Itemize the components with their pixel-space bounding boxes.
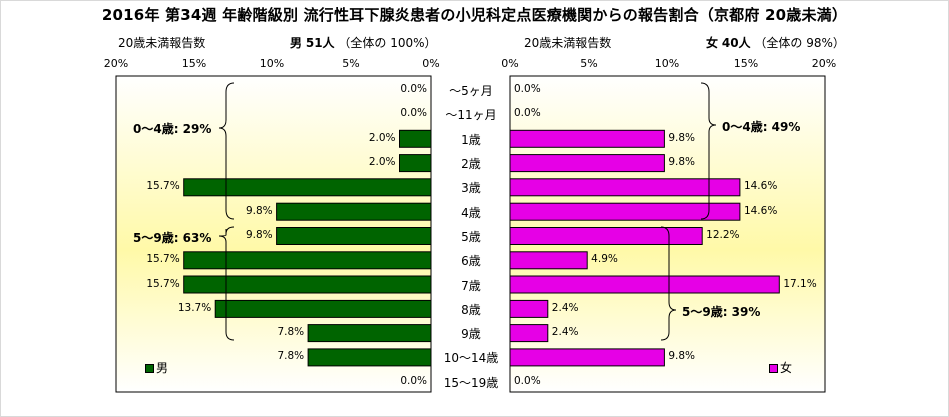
right-header-share: （全体の 98%） (754, 36, 845, 50)
male-data-label: 15.7% (146, 277, 180, 290)
male-bar (183, 251, 432, 270)
category-label: 4歳 (461, 205, 481, 220)
right-tick: 10% (654, 57, 680, 70)
category-label: 15～19歳 (443, 375, 499, 390)
category-label: 9歳 (461, 327, 481, 342)
legend-female: 女 (769, 359, 792, 376)
chart-title: 2016年 第34週 年齢階級別 流行性耳下腺炎患者の小児科定点医療機関からの報… (101, 6, 848, 24)
male-data-label: 9.8% (245, 204, 273, 217)
female-data-label: 9.8% (668, 350, 696, 363)
female-data-label: 0.0% (514, 83, 541, 96)
male-bar (214, 299, 432, 318)
male-data-label: 0.0% (400, 374, 427, 387)
female-data-label: 0.0% (514, 107, 541, 120)
female-data-label: 2.4% (551, 301, 579, 314)
male-bar (307, 348, 432, 367)
category-label: 8歳 (461, 302, 481, 317)
female-group-0-4-label: 0～4歳: 49% (722, 120, 801, 134)
right-tick: 20% (811, 57, 837, 70)
right-header-sex: 女 (706, 36, 719, 50)
male-group-5-9-label: 5～9歳: 63% (133, 231, 212, 245)
male-group-0-4-label: 0～4歳: 29% (133, 122, 212, 136)
category-label: 2歳 (461, 157, 481, 172)
female-bar (509, 324, 549, 343)
male-data-label: 0.0% (400, 107, 427, 120)
female-bar (509, 202, 741, 221)
category-label: 3歳 (461, 181, 481, 196)
male-data-label: 15.7% (146, 253, 180, 266)
category-label: 1歳 (461, 132, 481, 147)
female-data-label: 14.6% (743, 204, 778, 217)
female-bar (509, 227, 703, 245)
right-header-caption: 20歳未満報告数 (524, 36, 612, 50)
legend-male-swatch (145, 364, 154, 373)
female-data-label: 17.1% (783, 277, 817, 290)
category-label: 6歳 (461, 254, 481, 269)
male-bar (183, 178, 432, 197)
female-data-label: 14.6% (743, 180, 778, 193)
category-label: ～5ヶ月 (449, 84, 493, 99)
male-data-label: 7.8% (277, 350, 305, 363)
male-bar (399, 129, 432, 148)
male-data-label: 2.0% (368, 156, 396, 169)
male-bar (307, 324, 432, 343)
category-label: 7歳 (461, 278, 481, 293)
category-label: 5歳 (461, 229, 481, 244)
left-header-share: （全体の 100%） (338, 36, 437, 50)
left-tick: 15% (181, 57, 207, 70)
female-bar (509, 275, 780, 294)
male-data-label: 15.7% (146, 180, 180, 193)
female-bar (509, 129, 665, 148)
left-tick: 0% (422, 57, 440, 70)
legend-female-label: 女 (780, 361, 793, 375)
female-data-label: 9.8% (668, 131, 696, 144)
male-bar (183, 275, 432, 294)
female-0-4-brace (700, 82, 717, 220)
left-tick: 10% (259, 57, 285, 70)
right-header-summary: 女 40人 （全体の 98%） (706, 34, 845, 51)
female-5-9-brace (660, 226, 677, 341)
female-bar (509, 154, 665, 173)
legend-female-swatch (769, 364, 778, 373)
left-header-summary: 男 51人 （全体の 100%） (290, 34, 437, 51)
left-header-sex: 男 (290, 36, 303, 50)
male-data-label: 7.8% (277, 326, 305, 339)
male-data-label: 13.7% (177, 301, 212, 314)
female-data-label: 12.2% (706, 228, 740, 241)
category-label: 10～14歳 (443, 351, 499, 366)
male-bar (276, 202, 432, 221)
male-bar (399, 154, 432, 173)
left-header-caption: 20歳未満報告数 (118, 36, 206, 50)
right-tick: 15% (733, 57, 759, 70)
female-data-label: 0.0% (514, 374, 541, 387)
right-header-count: 40人 (721, 36, 751, 50)
female-bar (509, 178, 741, 197)
male-data-label: 2.0% (368, 131, 396, 144)
left-tick: 20% (103, 57, 129, 70)
female-data-label: 2.4% (551, 326, 579, 339)
female-bar (509, 251, 588, 270)
male-5-9-brace (218, 226, 235, 341)
left-tick: 5% (342, 57, 360, 70)
legend-male-label: 男 (156, 361, 169, 375)
male-data-label: 9.8% (245, 228, 273, 241)
right-tick: 0% (501, 57, 519, 70)
female-data-label: 9.8% (668, 156, 696, 169)
female-data-label: 4.9% (591, 253, 618, 266)
female-group-5-9-label: 5～9歳: 39% (682, 305, 761, 319)
female-bar (509, 348, 665, 367)
male-0-4-brace (218, 82, 235, 220)
category-label: ～11ヶ月 (445, 108, 497, 123)
left-header-count: 51人 (305, 36, 335, 50)
male-data-label: 0.0% (400, 83, 427, 96)
female-bar (509, 299, 549, 318)
legend-male: 男 (145, 359, 168, 376)
male-bar (276, 227, 432, 245)
right-tick: 5% (580, 57, 598, 70)
